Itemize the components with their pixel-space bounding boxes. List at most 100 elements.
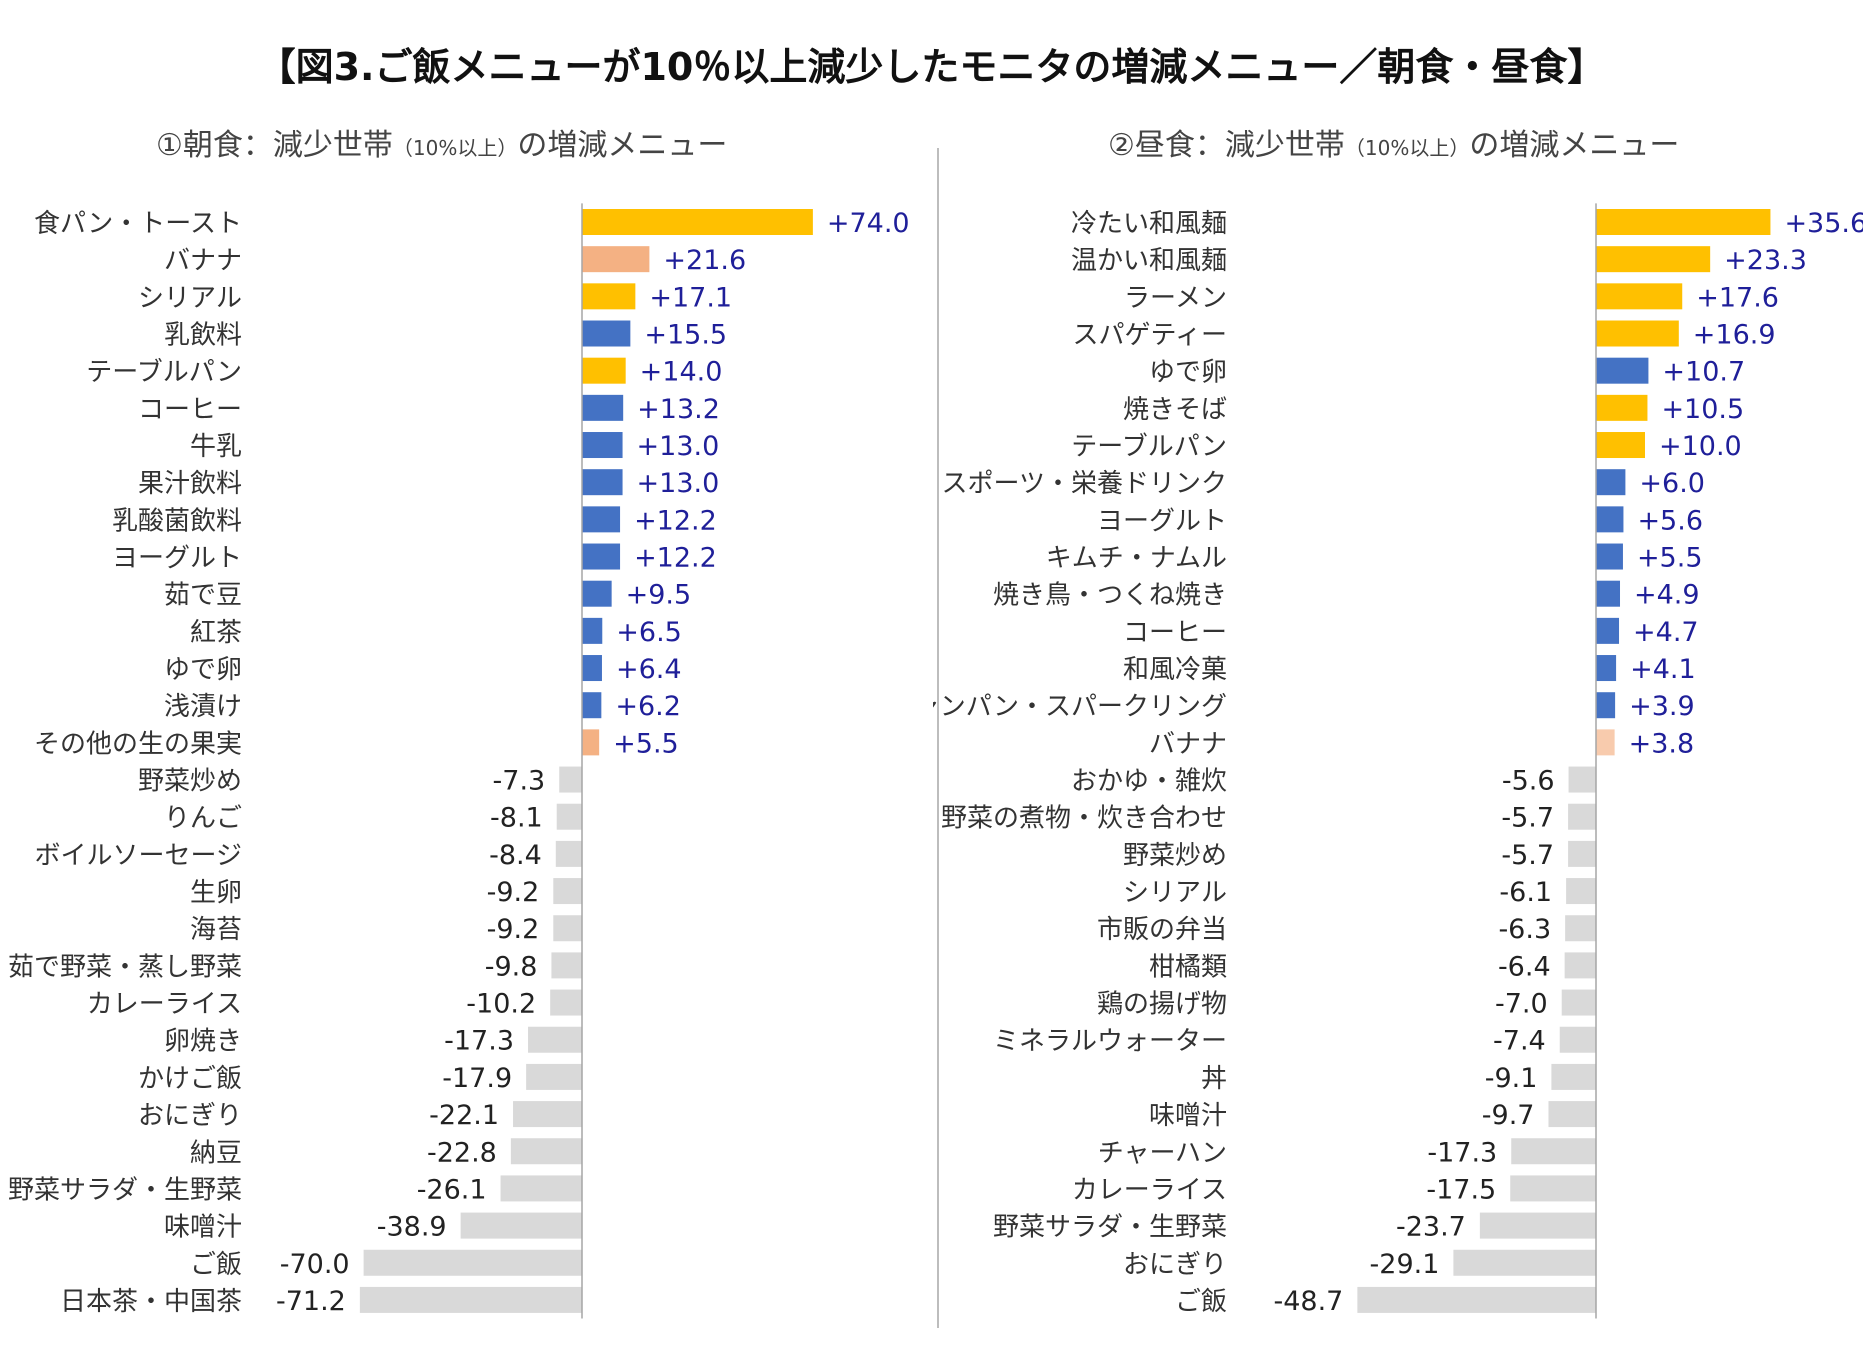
lunch-bar <box>1510 1175 1596 1202</box>
lunch-category-label: バナナ <box>1149 729 1227 759</box>
lunch-bar <box>1551 1063 1596 1090</box>
lunch-value-label: -5.7 <box>1501 840 1554 871</box>
breakfast-value-label: -17.9 <box>442 1063 512 1094</box>
lunch-category-label: 鶏の揚げ物 <box>1097 990 1227 1020</box>
breakfast-bar <box>460 1212 582 1239</box>
breakfast-category-label: 紅茶 <box>190 618 242 648</box>
lunch-value-label: -5.7 <box>1501 803 1554 834</box>
lunch-category-label: 柑橘類 <box>1149 952 1227 982</box>
lunch-category-label: ご飯 <box>1175 1287 1227 1317</box>
breakfast-value-label: +15.5 <box>644 320 727 351</box>
lunch-bar <box>1479 1212 1596 1239</box>
lunch-value-label: +35.6 <box>1784 208 1863 239</box>
lunch-bar <box>1596 246 1711 273</box>
lunch-value-label: +4.1 <box>1630 654 1696 685</box>
lunch-category-label: 野菜炒め <box>1123 841 1227 871</box>
breakfast-value-label: -22.8 <box>427 1137 497 1168</box>
lunch-value-label: +5.5 <box>1637 543 1703 574</box>
lunch-category-label: テーブルパン <box>1071 432 1227 462</box>
breakfast-category-label: 味噌汁 <box>164 1213 242 1243</box>
breakfast-category-label: 乳飲料 <box>164 321 242 351</box>
lunch-value-label: -23.7 <box>1396 1212 1466 1243</box>
breakfast-category-label: ヨーグルト <box>112 544 242 574</box>
lunch-bar <box>1453 1249 1596 1276</box>
breakfast-value-label: -17.3 <box>444 1026 514 1057</box>
lunch-category-label: ゆで卵 <box>1149 358 1227 388</box>
lunch-category-label: 丼 <box>1201 1064 1227 1094</box>
breakfast-value-label: +13.2 <box>637 394 720 425</box>
lunch-bar <box>1596 692 1616 719</box>
breakfast-category-label: りんご <box>164 804 242 834</box>
lunch-bar <box>1357 1286 1596 1313</box>
breakfast-category-label: ボイルソーセージ <box>35 841 242 871</box>
breakfast-value-label: +12.2 <box>634 543 717 574</box>
lunch-value-label: +23.3 <box>1724 245 1807 276</box>
lunch-value-label: +10.0 <box>1659 431 1742 462</box>
breakfast-bar <box>582 617 603 644</box>
breakfast-bar <box>528 1026 582 1053</box>
breakfast-value-label: -9.2 <box>487 877 540 908</box>
figure-title: 【図3.ご飯メニューが10％以上減少したモニタの増減メニュー／朝食・昼食】 <box>257 45 1606 89</box>
breakfast-value-label: -8.4 <box>489 840 542 871</box>
breakfast-bar <box>582 506 621 533</box>
breakfast-category-label: シリアル <box>138 283 242 313</box>
breakfast-category-label: ゆで卵 <box>164 655 242 685</box>
breakfast-bar <box>582 543 621 570</box>
lunch-value-label: -7.4 <box>1493 1026 1546 1057</box>
lunch-bar <box>1596 617 1620 644</box>
lunch-category-label: 温かい和風麺 <box>1071 246 1227 276</box>
breakfast-category-label: 浅漬け <box>164 692 242 722</box>
breakfast-category-label: カレーライス <box>87 990 242 1020</box>
lunch-category-label: ミネラルウォーター <box>993 1027 1227 1057</box>
breakfast-value-label: +12.2 <box>634 505 717 536</box>
lunch-category-label: おにぎり <box>1123 1250 1227 1280</box>
lunch-value-label: -6.3 <box>1498 914 1551 945</box>
lunch-category-label: 市販の弁当 <box>1097 915 1227 945</box>
lunch-value-label: +10.7 <box>1662 357 1745 388</box>
breakfast-value-label: +6.4 <box>616 654 682 685</box>
lunch-value-label: +3.8 <box>1629 728 1695 759</box>
lunch-category-label: シリアル <box>1123 878 1227 908</box>
breakfast-chart: ①朝食：減少世帯（10%以上）の増減メニュー 食パン・トースト +74.0 バナナ +… <box>0 0 930 1350</box>
lunch-bar-plot: 冷たい和風麺 +35.6 温かい和風麺 +23.3 ラーメン +17.6 スパゲティー +16… <box>933 203 1863 1319</box>
breakfast-category-label: 納豆 <box>190 1138 242 1168</box>
lunch-category-label: シャンパン・スパークリング <box>933 692 1227 722</box>
lunch-category-label: 焼きそば <box>1123 395 1227 425</box>
breakfast-bar <box>582 729 600 756</box>
lunch-chart-title-tail: の増減メニュー <box>1469 128 1680 163</box>
breakfast-bar-plot: 食パン・トースト +74.0 バナナ +21.6 シリアル +17.1 乳飲料 +15.5 テー… <box>8 203 910 1319</box>
breakfast-category-label: 日本茶・中国茶 <box>60 1287 242 1317</box>
lunch-chart-title-small: （10%以上） <box>1344 136 1470 160</box>
breakfast-category-label: 果汁飲料 <box>138 469 242 499</box>
breakfast-bar <box>582 394 624 421</box>
breakfast-chart-title-small: （10%以上） <box>392 136 518 160</box>
lunch-value-label: -17.3 <box>1427 1137 1497 1168</box>
breakfast-bar <box>513 1101 582 1128</box>
lunch-category-label: 味噌汁 <box>1149 1101 1227 1131</box>
lunch-bar <box>1565 915 1596 942</box>
breakfast-category-label: かけご飯 <box>138 1064 242 1094</box>
breakfast-value-label: -70.0 <box>280 1249 350 1280</box>
lunch-bar <box>1559 1026 1596 1053</box>
breakfast-value-label: -8.1 <box>490 803 543 834</box>
breakfast-bar <box>553 878 582 905</box>
breakfast-value-label: +17.1 <box>649 282 732 313</box>
lunch-bar <box>1596 729 1615 756</box>
breakfast-category-label: 茹で野菜・蒸し野菜 <box>8 952 242 982</box>
lunch-value-label: +4.9 <box>1634 580 1700 611</box>
breakfast-value-label: -22.1 <box>429 1100 499 1131</box>
breakfast-category-label: テーブルパン <box>86 358 242 388</box>
lunch-value-label: -5.6 <box>1502 766 1555 797</box>
breakfast-bar <box>550 989 582 1016</box>
breakfast-chart-title-main: ①朝食：減少世帯 <box>156 128 393 163</box>
breakfast-bar <box>582 655 602 682</box>
lunch-value-label: +16.9 <box>1693 320 1776 351</box>
lunch-bar <box>1596 655 1617 682</box>
breakfast-category-label: おにぎり <box>138 1101 242 1131</box>
breakfast-bar <box>582 320 631 347</box>
lunch-bar <box>1568 840 1596 867</box>
lunch-bar <box>1596 357 1649 384</box>
breakfast-bar <box>582 580 612 607</box>
breakfast-category-label: バナナ <box>164 246 242 276</box>
lunch-category-label: 野菜の煮物・炊き合わせ <box>941 804 1227 834</box>
